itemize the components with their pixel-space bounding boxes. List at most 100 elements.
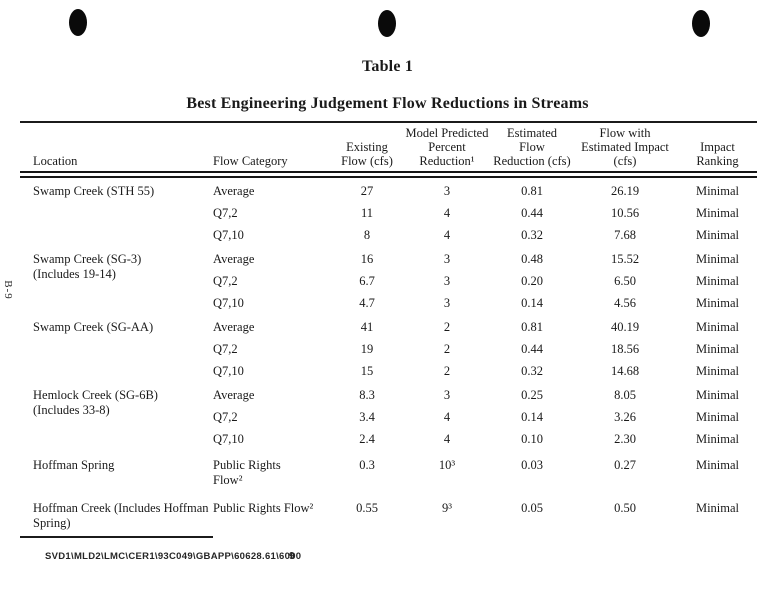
table-row: Hemlock Creek (SG-6B) (Includes 33-8) Ave… bbox=[20, 384, 757, 417]
cell-existing-flow: 3.4 bbox=[359, 410, 375, 424]
cell-existing-flow: 2.4 bbox=[359, 432, 375, 446]
cell-location bbox=[20, 338, 213, 360]
flow-reductions-table: Location Flow Category Existing Flow (cf… bbox=[20, 121, 757, 538]
cell-impact-ranking: Minimal bbox=[695, 206, 740, 220]
header-existing-flow: Existing Flow (cfs) bbox=[341, 140, 393, 168]
cell-flow-category: Public Rights Flow² bbox=[213, 458, 281, 487]
cell-flow-with-impact: 26.19 bbox=[610, 184, 640, 198]
cell-existing-flow: 8.3 bbox=[359, 388, 375, 402]
cell-location bbox=[20, 224, 213, 246]
cell-percent-reduction: 3 bbox=[443, 184, 451, 198]
table-row: Q7,2 3.4 4 0.14 3.26 Minimal bbox=[20, 406, 757, 428]
cell-flow-category: Average bbox=[213, 252, 255, 266]
table-row: Swamp Creek (STH 55) Average 27 3 0.81 2… bbox=[20, 180, 757, 202]
table-row: Swamp Creek (SG-AA) Average 41 2 0.81 40… bbox=[20, 316, 757, 338]
cell-flow-with-impact: 0.27 bbox=[614, 458, 636, 472]
cell-existing-flow: 16 bbox=[360, 252, 374, 266]
cell-percent-reduction: 4 bbox=[443, 206, 451, 220]
cell-flow-reduction: 0.25 bbox=[521, 388, 543, 402]
cell-flow-with-impact: 14.68 bbox=[610, 364, 640, 378]
cell-flow-with-impact: 8.05 bbox=[614, 388, 636, 402]
cell-flow-with-impact: 40.19 bbox=[610, 320, 640, 334]
cell-location bbox=[20, 270, 213, 292]
footer-document-code: SVD1\MLD2\LMC\CER1\93C049\GBAPP\60628.61… bbox=[45, 551, 302, 562]
header-flow-category: Flow Category bbox=[213, 154, 288, 168]
cell-flow-reduction: 0.20 bbox=[521, 274, 543, 288]
cell-impact-ranking: Minimal bbox=[695, 458, 740, 472]
table-row: Hoffman Spring Public Rights Flow² 0.3 10… bbox=[20, 454, 757, 493]
cell-existing-flow: 11 bbox=[360, 206, 374, 220]
cell-flow-reduction: 0.14 bbox=[521, 410, 543, 424]
cell-flow-category: Q7,2 bbox=[213, 342, 238, 356]
cell-percent-reduction: 4 bbox=[443, 410, 451, 424]
cell-location bbox=[20, 202, 213, 224]
cell-flow-with-impact: 0.50 bbox=[614, 501, 636, 515]
header-flow-reduction: Estimated Flow Reduction (cfs) bbox=[493, 126, 571, 168]
cell-location bbox=[20, 406, 213, 428]
cell-impact-ranking: Minimal bbox=[695, 501, 740, 515]
cell-location: Hemlock Creek (SG-6B) (Includes 33-8) bbox=[33, 388, 158, 417]
cell-impact-ranking: Minimal bbox=[695, 274, 740, 288]
cell-flow-category: Average bbox=[213, 388, 255, 402]
table-row: Q7,10 15 2 0.32 14.68 Minimal bbox=[20, 360, 757, 382]
cell-flow-with-impact: 18.56 bbox=[610, 342, 640, 356]
table-row: Hoffman Creek (Includes Hoffman Spring) P… bbox=[20, 497, 757, 533]
punch-hole-dot bbox=[69, 9, 87, 36]
cell-flow-reduction: 0.32 bbox=[521, 364, 543, 378]
header-impact-ranking: Impact Ranking bbox=[696, 140, 739, 168]
cell-impact-ranking: Minimal bbox=[695, 432, 740, 446]
cell-percent-reduction: 4 bbox=[443, 432, 451, 446]
cell-existing-flow: 19 bbox=[360, 342, 374, 356]
cell-flow-category: Q7,10 bbox=[213, 364, 244, 378]
cell-impact-ranking: Minimal bbox=[695, 388, 740, 402]
table-top-rule bbox=[20, 121, 757, 123]
cell-flow-category: Q7,2 bbox=[213, 274, 238, 288]
cell-percent-reduction: 4 bbox=[443, 228, 451, 242]
cell-percent-reduction: 3 bbox=[443, 296, 451, 310]
cell-impact-ranking: Minimal bbox=[695, 410, 740, 424]
cell-flow-reduction: 0.44 bbox=[521, 342, 543, 356]
cell-existing-flow: 41 bbox=[360, 320, 374, 334]
cell-flow-reduction: 0.48 bbox=[521, 252, 543, 266]
cell-flow-category: Q7,2 bbox=[213, 410, 238, 424]
cell-percent-reduction: 2 bbox=[443, 342, 451, 356]
cell-flow-with-impact: 4.56 bbox=[614, 296, 636, 310]
table-header-row: Location Flow Category Existing Flow (cf… bbox=[20, 123, 757, 171]
table-body: Swamp Creek (STH 55) Average 27 3 0.81 2… bbox=[20, 178, 757, 533]
cell-location: Hoffman Creek (Includes Hoffman Spring) bbox=[33, 501, 209, 530]
cell-flow-with-impact: 7.68 bbox=[614, 228, 636, 242]
cell-flow-reduction: 0.05 bbox=[521, 501, 543, 515]
cell-percent-reduction: 2 bbox=[443, 320, 451, 334]
table-number-heading: Table 1 bbox=[361, 58, 414, 75]
header-percent-reduction: Model Predicted Percent Reduction¹ bbox=[405, 126, 489, 168]
cell-percent-reduction: 2 bbox=[443, 364, 451, 378]
cell-flow-reduction: 0.44 bbox=[521, 206, 543, 220]
cell-flow-category: Q7,2 bbox=[213, 206, 238, 220]
table-bottom-partial-rule bbox=[20, 536, 213, 538]
cell-flow-with-impact: 3.26 bbox=[614, 410, 636, 424]
cell-flow-reduction: 0.03 bbox=[521, 458, 543, 472]
cell-flow-category: Average bbox=[213, 320, 255, 334]
table-row: Swamp Creek (SG-3) (Includes 19-14) Avera… bbox=[20, 248, 757, 281]
cell-location bbox=[20, 360, 213, 382]
cell-location: Hoffman Spring bbox=[33, 458, 115, 472]
table-row: Q7,10 8 4 0.32 7.68 Minimal bbox=[20, 224, 757, 246]
cell-percent-reduction: 10³ bbox=[438, 458, 456, 472]
punch-hole-dot bbox=[378, 10, 396, 37]
cell-impact-ranking: Minimal bbox=[695, 228, 740, 242]
cell-flow-with-impact: 6.50 bbox=[614, 274, 636, 288]
cell-flow-with-impact: 2.30 bbox=[614, 432, 636, 446]
cell-existing-flow: 8 bbox=[363, 228, 371, 242]
cell-percent-reduction: 3 bbox=[443, 274, 451, 288]
cell-flow-reduction: 0.81 bbox=[521, 320, 543, 334]
page-title: Best Engineering Judgement Flow Reductio… bbox=[186, 95, 589, 112]
cell-flow-category: Q7,10 bbox=[213, 432, 244, 446]
table-row: Q7,2 6.7 3 0.20 6.50 Minimal bbox=[20, 270, 757, 292]
cell-flow-reduction: 0.81 bbox=[521, 184, 543, 198]
cell-impact-ranking: Minimal bbox=[695, 320, 740, 334]
page-side-label: B-9 bbox=[1, 280, 14, 300]
cell-location: Swamp Creek (SG-AA) bbox=[33, 320, 154, 334]
cell-location: Swamp Creek (SG-3) (Includes 19-14) bbox=[33, 252, 142, 281]
punch-hole-dot bbox=[692, 10, 710, 37]
